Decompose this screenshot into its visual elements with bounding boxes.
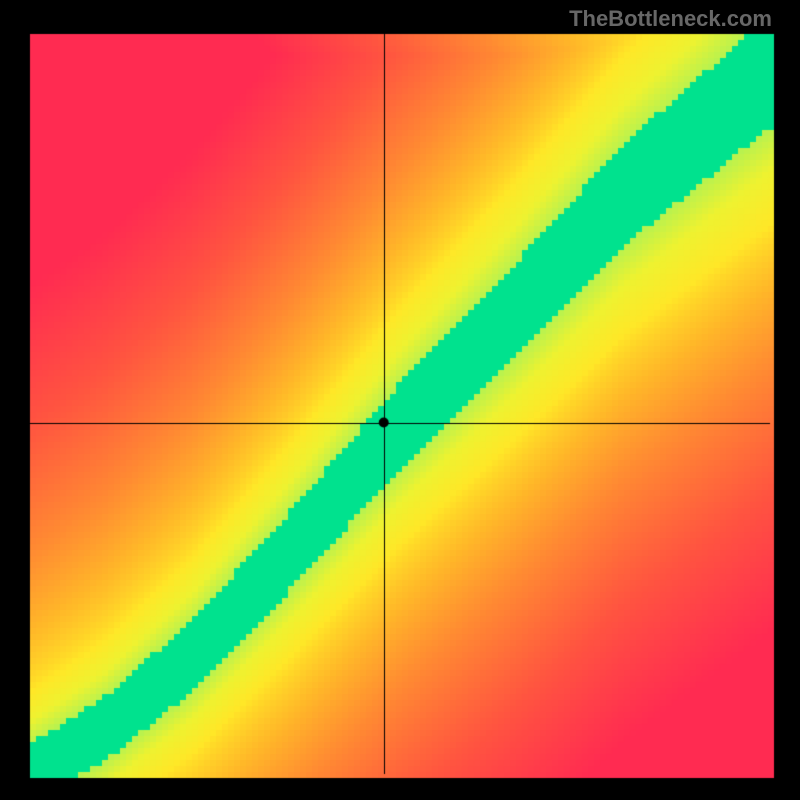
heatmap-canvas xyxy=(0,0,800,800)
chart-container: { "type": "heatmap", "watermark": { "tex… xyxy=(0,0,800,800)
watermark-text: TheBottleneck.com xyxy=(569,6,772,32)
